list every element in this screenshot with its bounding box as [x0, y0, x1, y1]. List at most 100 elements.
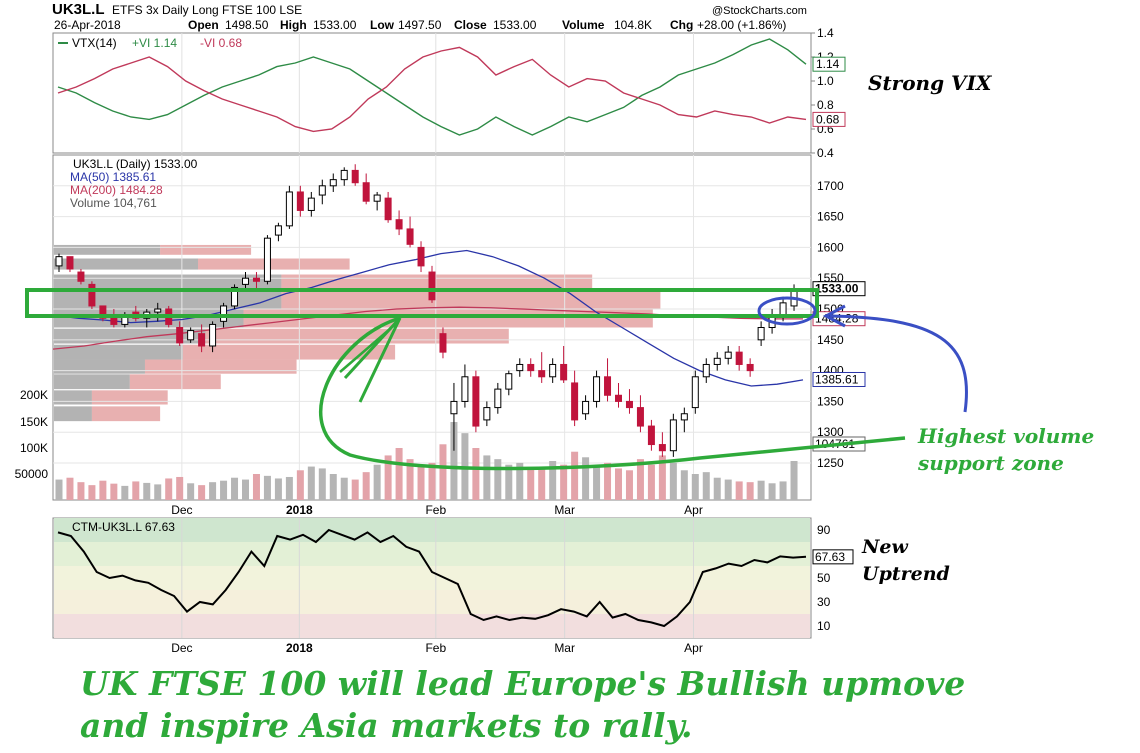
candle-down: [176, 327, 184, 344]
volume-by-price-up: [54, 244, 161, 255]
volume-bar: [285, 476, 293, 500]
candle-up: [154, 308, 162, 313]
volume-bar: [351, 479, 359, 500]
candle-up: [582, 400, 590, 415]
ctm-y-tick: 90: [817, 523, 831, 537]
candle-up: [691, 376, 699, 409]
volume-bar: [252, 474, 260, 500]
vortex-plus-last-value-box: [812, 56, 846, 72]
candle-up: [373, 194, 381, 202]
ma200-circle: [757, 296, 817, 326]
volume-by-price-down: [198, 258, 350, 270]
volume-bar: [88, 485, 96, 500]
candle-down: [384, 197, 392, 221]
candle-down: [428, 271, 436, 301]
volume-bar: [231, 477, 239, 500]
candle-down: [647, 425, 655, 446]
volume-value: 104.8K: [614, 18, 652, 32]
volume-bar: [483, 455, 491, 500]
volume-label: Volume: [562, 18, 605, 32]
volume-bar: [625, 470, 633, 500]
high-value: 1533.00: [313, 18, 357, 32]
price-legend-ma50: MA(50) 1385.61: [70, 170, 156, 184]
volume-bar: [318, 468, 326, 500]
vortex-y-tick: 1.0: [817, 74, 834, 88]
price-legend-main: UK3L.L (Daily) 1533.00: [73, 157, 198, 171]
vortex-panel: 1.41.21.00.80.60.41.140.68: [57, 26, 846, 160]
low-value: 1497.50: [398, 18, 442, 32]
price-x-label: 2018: [286, 503, 313, 517]
low-label: Low: [370, 18, 395, 32]
ctm-x-label: Dec: [171, 641, 192, 655]
price-x-label: Feb: [425, 503, 446, 517]
candle-down: [88, 283, 96, 307]
candle-down: [362, 182, 370, 202]
volume-bar: [121, 485, 129, 500]
quote-date: 26-Apr-2018: [54, 18, 121, 32]
ctm-y-tick: 10: [817, 619, 831, 633]
volume-bar: [340, 477, 348, 500]
vortex-y-tick: 0.4: [817, 146, 834, 160]
new-label: New: [861, 536, 908, 558]
candle-up: [329, 179, 337, 187]
candle-down: [746, 363, 754, 372]
volume-by-price-down: [129, 374, 221, 390]
price-legend-volume: Volume 104,761: [70, 196, 157, 210]
candle-up: [724, 351, 732, 359]
ctm-line: [57, 528, 807, 628]
candle-up: [450, 400, 458, 415]
volume-bar: [647, 464, 655, 500]
volume-bar: [746, 482, 754, 500]
vortex-minus-last-value-box: [812, 111, 846, 127]
vortex-minus-last-value: 0.68: [816, 112, 840, 126]
support-label-line2: support zone: [917, 451, 1064, 475]
volume-by-price-up: [54, 258, 199, 270]
volume-bar: [713, 477, 721, 500]
volume-bar: [538, 466, 546, 500]
volume-bar: [132, 481, 140, 500]
open-value: 1498.50: [225, 18, 269, 32]
candle-down: [538, 370, 546, 378]
volume-bar: [417, 466, 425, 500]
support-zone-ellipse: [319, 316, 906, 471]
volume-y-tick: 50000: [15, 467, 49, 481]
pointer-arrowhead: [822, 304, 846, 328]
close-value: 1533.00: [493, 18, 537, 32]
price-legend-ma200: MA(200) 1484.28: [70, 183, 163, 197]
candle-down: [395, 219, 403, 230]
vortex-minus-vi-line: [57, 46, 807, 133]
support-label-line1: Highest volume: [917, 424, 1094, 448]
price-panel: 1700165016001550150014501400135013001250…: [15, 155, 866, 517]
candle-up: [187, 330, 195, 341]
volume-bar: [735, 481, 743, 500]
volume-bar: [263, 475, 271, 500]
volume-bar: [209, 482, 217, 500]
volume-bar: [527, 468, 535, 500]
volume-bar: [790, 461, 798, 500]
volume-bar: [198, 485, 206, 500]
price-y-tick: 1350: [817, 394, 844, 408]
ctm-y-tick: 50: [817, 571, 831, 585]
price-x-label: Mar: [554, 503, 575, 517]
volume-bar: [274, 478, 282, 500]
volume-bar: [99, 480, 107, 500]
volume-by-price-down: [160, 244, 252, 255]
price-legend: UK3L.L (Daily) 1533.00 MA(50) 1385.61 MA…: [70, 157, 198, 210]
volume-bar: [615, 468, 622, 500]
vortex-y-tick: 0.8: [817, 98, 834, 112]
support-zone-box: [25, 288, 819, 318]
candle-up: [285, 191, 293, 227]
candle-up: [702, 363, 710, 378]
volume-bar: [187, 483, 195, 500]
volume-by-price-up: [54, 290, 282, 310]
candle-up: [274, 225, 282, 236]
volume-bar: [362, 472, 370, 500]
ma50-price-tag: 1385.61: [815, 372, 859, 386]
volume-bar: [296, 470, 304, 500]
ctm-legend-text: CTM-UK3L.L 67.63: [72, 520, 175, 534]
candle-down: [99, 305, 107, 319]
price-x-label: Apr: [684, 503, 703, 517]
ctm-legend: CTM-UK3L.L 67.63: [72, 520, 175, 534]
candle-up: [549, 363, 557, 378]
ma200-price-tag: 1484.28: [815, 312, 859, 326]
